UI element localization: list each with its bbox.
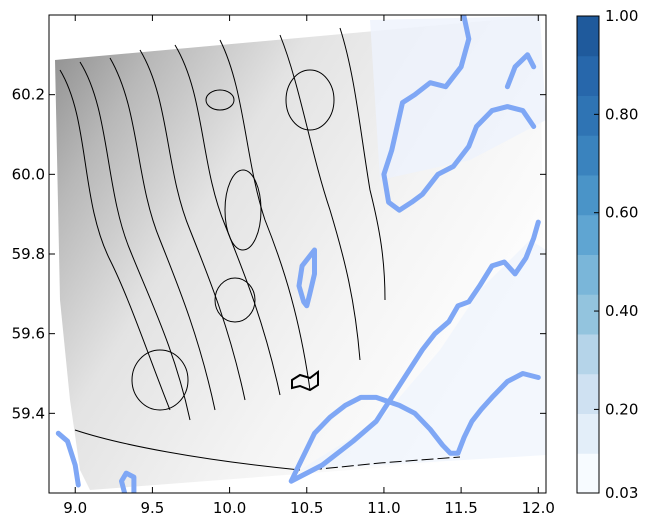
contour-line (74, 429, 301, 471)
contour-line (291, 370, 319, 392)
contour-line (219, 39, 311, 391)
overlay-line (288, 219, 541, 484)
x-tick-label: 10.0 (213, 499, 246, 517)
overlay-line (381, 15, 537, 213)
overlay-lines (55, 15, 541, 493)
colorbar-segment (577, 453, 599, 494)
contour-line (224, 169, 262, 251)
colorbar-frame (576, 15, 600, 494)
colorbar-tick-label: 0.40 (605, 302, 638, 320)
colorbar-segment (577, 334, 599, 375)
contour-lines (59, 27, 461, 471)
overlay-line (296, 247, 317, 309)
colorbar-tick-label: 1.00 (605, 7, 638, 25)
colorbar-segment (577, 214, 599, 255)
x-tick-label: 11.5 (444, 499, 477, 517)
shaded-region-ne (370, 16, 546, 180)
contour-line (205, 89, 235, 111)
overlay-line (288, 371, 541, 484)
x-tick-label: 9.0 (63, 499, 87, 517)
x-axis: 9.0 9.5 10.0 10.5 11.0 11.5 12.0 (63, 15, 555, 517)
contour-line (309, 456, 461, 471)
colorbar-segment (577, 175, 599, 216)
colorbar-segment (577, 254, 599, 295)
y-tick-label: 59.8 (12, 245, 45, 263)
contour-line (174, 44, 281, 396)
colorbar-segment (577, 95, 599, 136)
y-tick-label: 59.6 (12, 325, 45, 343)
shaded-region-se (300, 240, 546, 470)
colorbar-tick-label: 0.03 (605, 484, 638, 502)
colorbar-segment (577, 135, 599, 176)
colorbar-segment (577, 373, 599, 414)
colorbar-segment (577, 413, 599, 454)
y-tick-label: 59.4 (12, 404, 45, 422)
contour-line (109, 57, 216, 411)
overlay-line (504, 52, 537, 90)
contour-line (79, 61, 191, 421)
contour-line (214, 277, 256, 323)
colorbar-segment (577, 55, 599, 96)
colorbar-tick-label: 0.20 (605, 400, 638, 418)
contour-line (139, 49, 246, 401)
overlay-line (55, 430, 81, 488)
x-tick-label: 12.0 (522, 499, 555, 517)
colorbar: 0.03 0.20 0.40 0.60 0.80 1.00 (576, 7, 638, 502)
overlay-line (119, 470, 137, 493)
contour-line (339, 27, 386, 301)
x-tick-label: 11.0 (367, 499, 400, 517)
y-tick-label: 60.0 (12, 165, 45, 183)
y-axis: 59.4 59.6 59.8 60.0 60.2 (12, 86, 546, 422)
contour-line (131, 349, 189, 411)
plot-area (49, 15, 546, 493)
contour-line (279, 34, 361, 361)
colorbar-tick-label: 0.80 (605, 105, 638, 123)
colorbar-tick-label: 0.60 (605, 204, 638, 222)
y-tick-label: 60.2 (12, 86, 45, 104)
colorbar-segment (577, 16, 599, 57)
contour-line (285, 69, 335, 131)
x-tick-label: 10.5 (290, 499, 323, 517)
contour-line (59, 69, 171, 411)
colorbar-segment (577, 294, 599, 335)
x-tick-label: 9.5 (140, 499, 164, 517)
